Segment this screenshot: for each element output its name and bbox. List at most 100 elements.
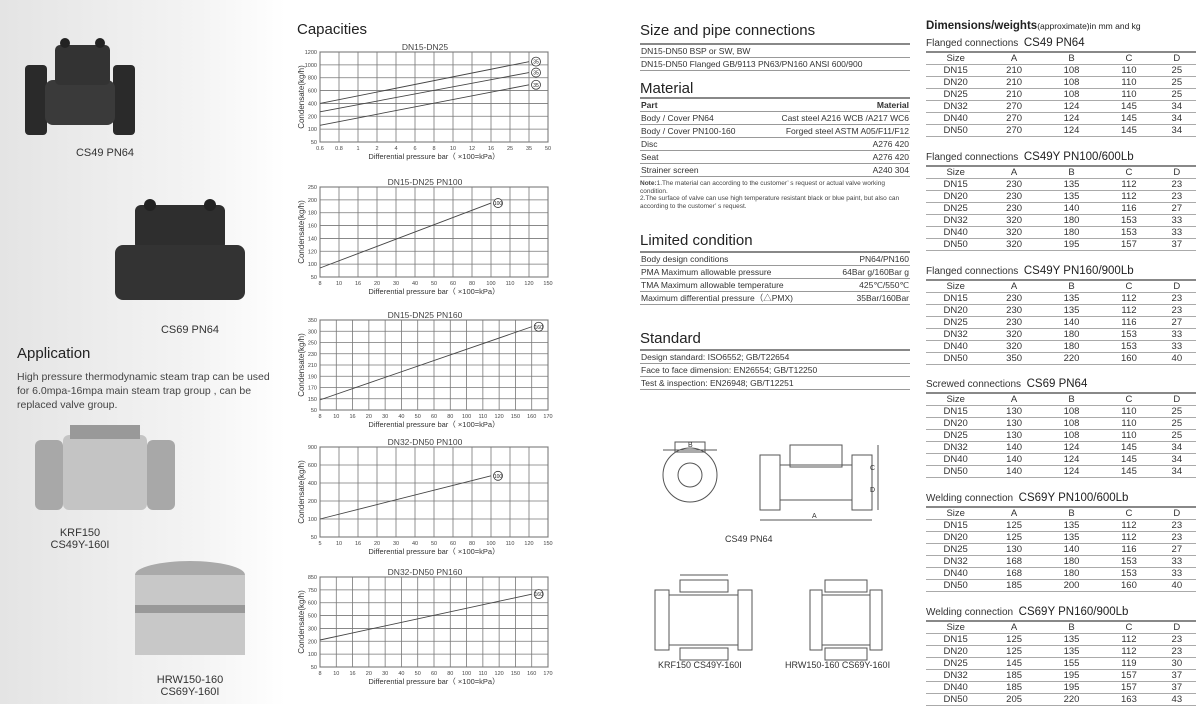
condition-value: 35Bar/160Bar xyxy=(856,293,909,303)
y-tick-label: 50 xyxy=(311,275,317,281)
table-cell: 110 xyxy=(1100,405,1158,418)
table-cell: 157 xyxy=(1100,669,1158,682)
table-cell: 185 xyxy=(985,579,1043,592)
capacities-section: Capacities DN15-DN25 0.6 0.8 1 2 4 6 8 10 12 16 25 3… xyxy=(290,0,560,704)
table-title: Flanged connections CS49Y PN160/900Lb xyxy=(926,264,1196,279)
table-cell: 135 xyxy=(1042,633,1101,646)
table-cell: 125 xyxy=(985,519,1043,532)
table-cell: 168 xyxy=(985,567,1043,580)
table-cell: 195 xyxy=(1042,238,1101,251)
limited-section: Limited condition Body design conditions… xyxy=(640,232,910,305)
table-cell: 153 xyxy=(1100,340,1158,353)
material-row: Body / Cover PN100-160 Forged steel ASTM … xyxy=(640,125,910,138)
table-cell: 140 xyxy=(1042,202,1101,215)
y-tick-label: 160 xyxy=(308,224,317,230)
table-cell: 153 xyxy=(1100,328,1158,341)
table-cell: 110 xyxy=(1100,64,1158,77)
table-cell: 180 xyxy=(1042,340,1101,353)
capacity-chart: 8 10 16 20 30 40 50 60 80 100 110 120 150 160 170 50 100… xyxy=(297,575,553,686)
table-row: DN50 270 124 145 34 xyxy=(926,124,1196,137)
table-cell: 25 xyxy=(1157,429,1196,442)
table-cell: 145 xyxy=(1100,124,1158,137)
table-cell: 23 xyxy=(1157,292,1196,305)
krf150-drawing xyxy=(654,574,753,661)
x-tick-label: 8 xyxy=(318,281,321,287)
table-cell: DN15 xyxy=(926,405,986,418)
y-tick-label: 50 xyxy=(311,535,317,541)
krf150-valve-photo xyxy=(35,425,175,510)
x-tick-label: 6 xyxy=(413,146,416,152)
standard-row: Design standard: ISO6552; GB/T22654 xyxy=(640,351,910,364)
material-row: Body / Cover PN64 Cast steel A216 WCB /A2… xyxy=(640,112,910,125)
table-cell: 23 xyxy=(1157,304,1196,317)
product-photo-column: CS49 PN64 CS69 PN64 Application High pre… xyxy=(0,0,285,704)
table-row: DN20 230 135 112 23 xyxy=(926,304,1196,317)
product-label: CS49Y-160I xyxy=(50,539,110,551)
table-cell: 130 xyxy=(985,543,1043,556)
y-tick-label: 210 xyxy=(308,363,317,369)
table-cell: 320 xyxy=(985,226,1043,239)
hrw150-valve-photo xyxy=(135,561,245,655)
model-name: CS69 PN64 xyxy=(1026,378,1088,390)
table-header: Size A B C D xyxy=(926,620,1196,634)
table-cell: 270 xyxy=(985,100,1043,113)
y-axis-label: Condensate(kg/h) xyxy=(297,200,306,264)
table-cell: DN25 xyxy=(926,316,986,329)
series-line xyxy=(319,202,492,269)
x-tick-label: 80 xyxy=(447,414,453,420)
table-cell: 108 xyxy=(1042,88,1101,101)
table-cell: 153 xyxy=(1100,555,1158,568)
y-tick-label: 200 xyxy=(308,639,317,645)
x-tick-label: 5 xyxy=(318,541,321,547)
table-cell: 124 xyxy=(1042,100,1101,113)
table-row: DN32 270 124 145 34 xyxy=(926,100,1196,113)
y-tick-label: 250 xyxy=(308,185,317,191)
column-header: Size xyxy=(926,279,986,293)
size-row: DN15-DN50 Flanged GB/9113 PN63/PN160 ANS… xyxy=(640,58,910,71)
table-header: Size A B C D xyxy=(926,51,1196,65)
condition-value: 64Bar g/160Bar g xyxy=(842,267,909,277)
table-cell: 25 xyxy=(1157,76,1196,89)
connection-type: Welding connection xyxy=(926,607,1014,618)
table-cell: 110 xyxy=(1100,417,1158,430)
chart-title: DN32-DN50 PN100 xyxy=(387,437,463,447)
part-name: Strainer screen xyxy=(641,165,699,175)
table-cell: 25 xyxy=(1157,64,1196,77)
y-tick-label: 100 xyxy=(308,517,317,523)
table-cell: 230 xyxy=(985,178,1043,191)
table-cell: DN32 xyxy=(926,669,986,682)
series-label: 100 xyxy=(494,201,503,207)
table-cell: DN40 xyxy=(926,453,986,466)
x-tick-label: 10 xyxy=(336,281,342,287)
table-cell: 135 xyxy=(1042,304,1101,317)
x-tick-label: 110 xyxy=(506,281,515,287)
y-tick-label: 600 xyxy=(308,601,317,607)
table-cell: 185 xyxy=(985,669,1043,682)
chart-title: DN32-DN50 PN160 xyxy=(387,567,463,577)
y-tick-label: 200 xyxy=(308,198,317,204)
table-cell: 130 xyxy=(985,405,1043,418)
table-cell: 145 xyxy=(985,657,1043,670)
drawing-label: CS49 PN64 xyxy=(725,534,773,544)
column-header: A xyxy=(985,620,1043,634)
x-tick-label: 12 xyxy=(469,146,475,152)
x-tick-label: 50 xyxy=(545,146,551,152)
table-cell: 140 xyxy=(1042,543,1101,556)
x-tick-label: 100 xyxy=(486,541,495,547)
y-tick-label: 300 xyxy=(308,329,317,335)
dimension-table-block: Welding connection CS69Y PN100/600Lb Size… xyxy=(926,491,1196,601)
x-tick-label: 30 xyxy=(393,541,399,547)
x-tick-label: 8 xyxy=(318,414,321,420)
x-tick-label: 170 xyxy=(543,414,552,420)
y-tick-label: 230 xyxy=(308,352,317,358)
table-cell: 200 xyxy=(1042,579,1101,592)
table-cell: DN25 xyxy=(926,88,986,101)
table-cell: 119 xyxy=(1100,657,1158,670)
table-cell: 135 xyxy=(1042,645,1101,658)
table-cell: 112 xyxy=(1100,645,1158,658)
product-label: CS49 PN64 xyxy=(75,147,135,159)
table-cell: 33 xyxy=(1157,555,1196,568)
table-row: DN15 130 108 110 25 xyxy=(926,405,1196,418)
standard-section: Standard Design standard: ISO6552; GB/T2… xyxy=(640,330,910,390)
table-cell: DN20 xyxy=(926,76,986,89)
